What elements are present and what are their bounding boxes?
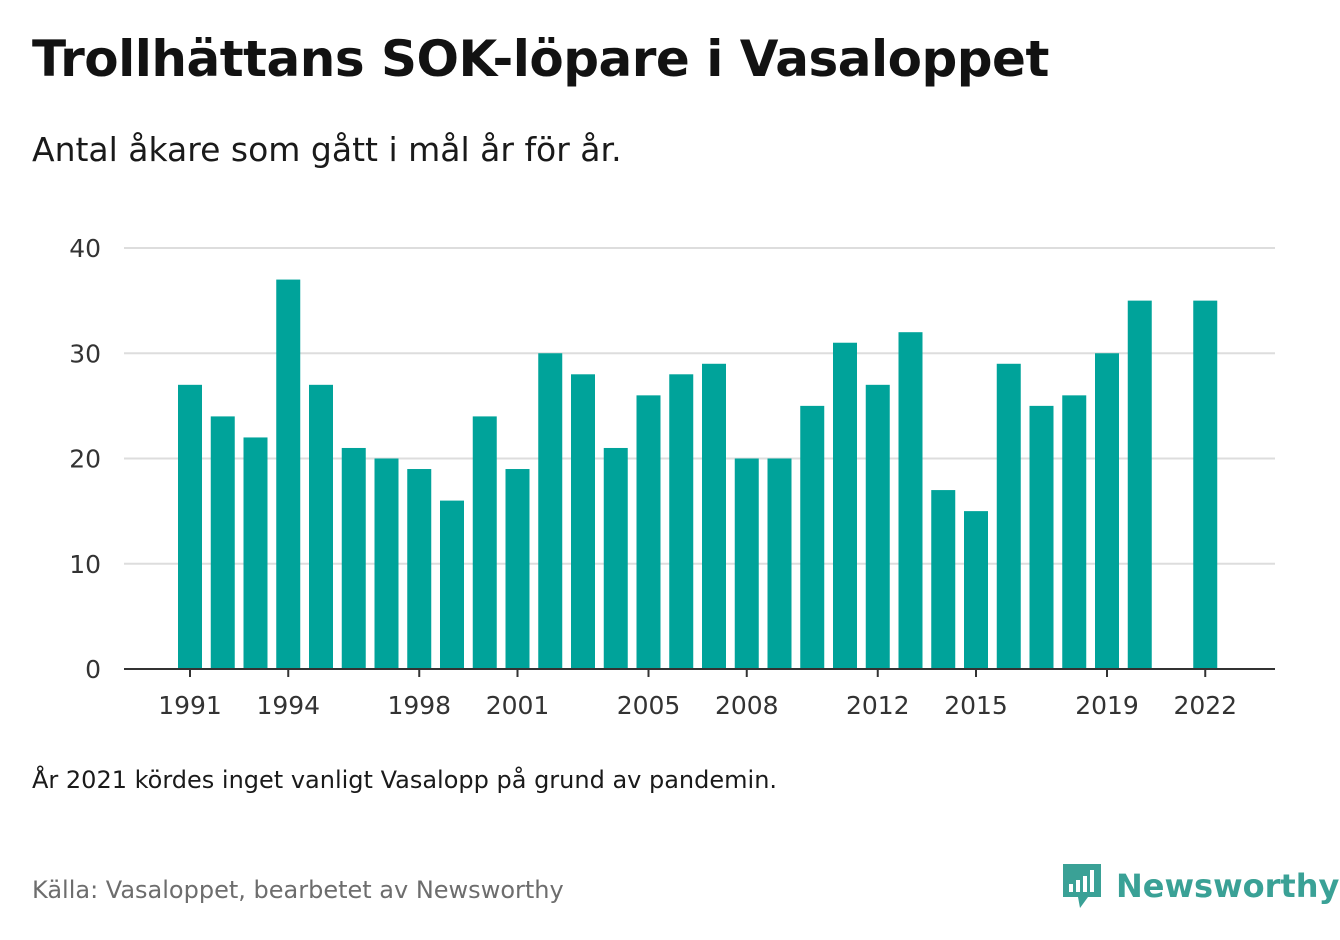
x-tick-label: 2012	[846, 691, 910, 720]
x-tick-label: 2019	[1075, 691, 1139, 720]
bar-1995	[309, 384, 333, 669]
y-tick-label: 30	[69, 339, 101, 368]
x-tick-label: 2015	[944, 691, 1008, 720]
bar-2022	[1193, 300, 1218, 669]
chart-subtitle: Antal åkare som gått i mål år för år.	[32, 130, 622, 169]
x-tick-label: 1994	[256, 691, 320, 720]
y-tick-label: 0	[85, 655, 101, 684]
bar-2020	[1127, 300, 1152, 669]
bar-2010	[800, 405, 825, 669]
x-tick-label: 1998	[387, 691, 451, 720]
bar-1994	[276, 279, 301, 669]
y-tick-label: 10	[69, 550, 101, 579]
bar-2002	[538, 353, 563, 669]
bar-2015	[964, 511, 988, 669]
x-tick-label: 2001	[486, 691, 550, 720]
bar-1997	[374, 458, 399, 669]
x-tick-label: 2022	[1173, 691, 1237, 720]
brand-logo: Newsworthy	[1060, 860, 1339, 912]
bar-2009	[767, 458, 792, 669]
bar-chart: 0 10 20 30 40 1991 1994 1998 2001 2005 2008 2012 201…	[69, 234, 1275, 720]
bar-1991	[178, 384, 202, 669]
bar-2001	[505, 469, 530, 669]
bar-2019	[1095, 353, 1119, 669]
bar-2012	[865, 384, 890, 669]
bar-2017	[1029, 405, 1054, 669]
bar-2005	[636, 395, 661, 669]
bar-1999	[440, 500, 464, 669]
bar-2018	[1062, 395, 1087, 669]
bar-2004	[603, 447, 628, 669]
bar-2014	[931, 490, 956, 669]
bar-2006	[669, 374, 694, 669]
bar-2003	[571, 374, 595, 669]
y-tick-label: 40	[69, 234, 101, 263]
y-tick-label: 20	[69, 445, 101, 474]
bar-1996	[341, 447, 366, 669]
x-tick-label: 1991	[158, 691, 222, 720]
source-credit: Källa: Vasaloppet, bearbetet av Newswort…	[32, 876, 564, 904]
bar-1992	[210, 416, 235, 669]
bar-2011	[833, 342, 857, 669]
x-tick-label: 2008	[715, 691, 779, 720]
x-tick-label: 2005	[617, 691, 681, 720]
bar-2013	[898, 332, 923, 669]
chart-title: Trollhättans SOK-löpare i Vasaloppet	[32, 30, 1049, 88]
bar-1998	[407, 469, 432, 669]
newsworthy-logo-icon	[1063, 864, 1101, 908]
bar-1993	[243, 437, 268, 669]
brand-name: Newsworthy	[1116, 867, 1340, 905]
bar-2016	[996, 363, 1021, 669]
bar-2000	[472, 416, 497, 669]
bar-2008	[734, 458, 759, 669]
bar-2007	[702, 363, 726, 669]
chart-note: År 2021 kördes inget vanligt Vasalopp på…	[32, 766, 778, 794]
